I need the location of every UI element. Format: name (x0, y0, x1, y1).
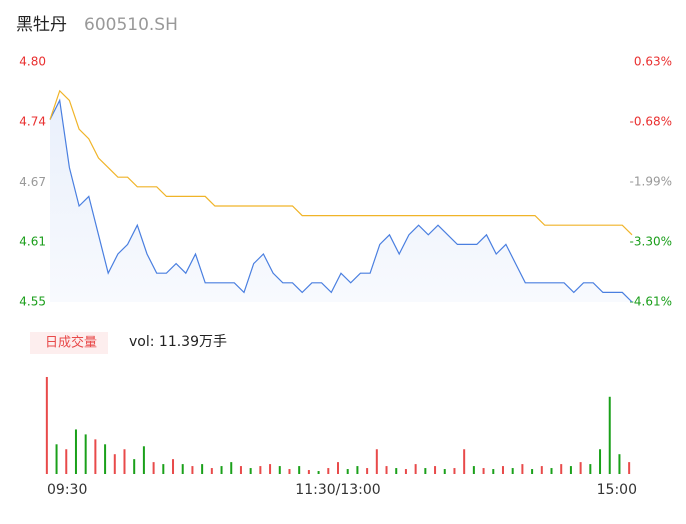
volume-bar (307, 470, 310, 474)
volume-bar (259, 466, 262, 474)
volume-bar (142, 446, 145, 474)
volume-bar (443, 469, 446, 474)
volume-bar (191, 466, 194, 474)
volume-bar (172, 459, 175, 474)
volume-bar (84, 434, 87, 474)
volume-bar (550, 468, 553, 474)
y2-tick-label: -1.99% (630, 175, 672, 189)
volume-title: 日成交量 (45, 335, 97, 351)
y-tick-label: 4.67 (19, 175, 46, 189)
volume-bar (414, 464, 417, 474)
volume-bar (249, 468, 252, 474)
volume-bar (133, 459, 136, 474)
volume-bar (104, 444, 107, 474)
volume-bar (540, 466, 543, 474)
volume-bar (220, 466, 223, 474)
volume-bar (123, 449, 126, 474)
volume-bar (162, 464, 165, 474)
volume-bar (327, 468, 330, 474)
volume-bar (337, 462, 339, 474)
volume-bar (463, 449, 466, 474)
y2-tick-label: -4.61% (630, 295, 672, 309)
y2-tick-label: -0.68% (630, 115, 672, 129)
volume-bar (511, 468, 514, 474)
price-area (50, 100, 632, 303)
volume-bar (560, 464, 563, 474)
volume-bar (404, 469, 407, 474)
volume-bar (599, 449, 602, 474)
volume-tab (30, 332, 108, 354)
volume-bar (317, 471, 320, 474)
y-tick-label: 4.55 (19, 295, 46, 309)
volume-bar (531, 469, 534, 474)
y-tick-label: 4.61 (19, 234, 46, 248)
volume-bar (569, 466, 572, 474)
volume-bar (74, 429, 77, 474)
volume-bar (94, 439, 97, 474)
stock-code: 600510.SH (84, 15, 178, 35)
volume-bar (424, 468, 427, 474)
volume-bar (375, 449, 378, 474)
volume-bar (210, 468, 213, 474)
x-tick-label: 15:00 (597, 482, 637, 498)
y2-tick-label: 0.63% (634, 55, 672, 69)
volume-bar (589, 464, 592, 474)
volume-bar (453, 468, 456, 474)
average-line (49, 89, 633, 236)
y2-tick-label: -3.30% (630, 235, 672, 249)
volume-bar (618, 454, 621, 474)
volume-bar (501, 466, 504, 474)
volume-bar (230, 462, 233, 474)
volume-bar (278, 466, 281, 474)
volume-bar (385, 466, 388, 474)
volume-bar (579, 462, 582, 474)
volume-bar (152, 462, 155, 474)
volume-bar (201, 464, 204, 474)
volume-bar (239, 466, 242, 474)
volume-bar (492, 469, 495, 474)
y-tick-label: 4.74 (19, 114, 46, 128)
volume-bar (65, 449, 68, 474)
volume-bar (366, 468, 369, 474)
volume-bar (113, 454, 116, 474)
volume-bar (395, 468, 398, 474)
volume-total: vol: 11.39万手 (129, 334, 227, 350)
x-tick-label: 11:30/13:00 (295, 482, 380, 498)
volume-bar (608, 396, 611, 474)
volume-bar (482, 468, 485, 474)
volume-bar (434, 466, 437, 474)
volume-bar (356, 466, 359, 474)
volume-bar (55, 444, 58, 474)
volume-bar (269, 464, 272, 474)
price-line (49, 98, 633, 303)
volume-bar (45, 376, 48, 474)
y-tick-label: 4.80 (19, 55, 46, 69)
volume-bar (521, 464, 524, 474)
stock-name: 黑牡丹 (16, 15, 67, 35)
volume-bar (181, 464, 184, 474)
volume-bar (628, 462, 631, 474)
volume-bar (288, 469, 291, 474)
x-tick-label: 09:30 (47, 482, 87, 498)
volume-bar (346, 469, 349, 474)
volume-bar (472, 466, 475, 474)
volume-bar (298, 466, 301, 474)
